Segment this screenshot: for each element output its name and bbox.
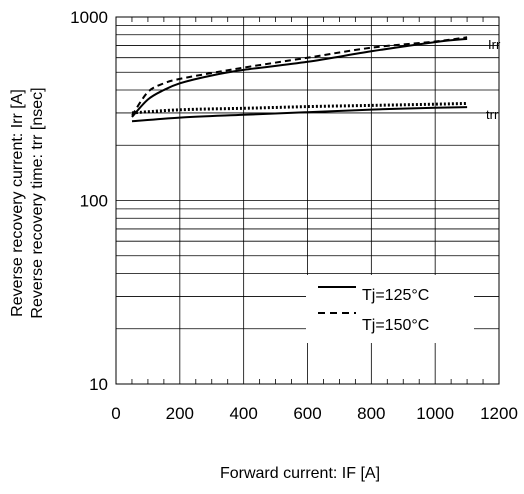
x-tick-labels: 0 200 400 600 800 1000 1200 (111, 404, 518, 423)
curve-label-trr: trr (486, 107, 499, 122)
x-tick-label: 400 (229, 404, 257, 423)
x-axis-title: Forward current: IF [A] (220, 465, 380, 482)
series (131, 36, 468, 123)
minor-ticks (131, 17, 484, 384)
x-tick-label: 600 (293, 404, 321, 423)
series-line-trr-125c (131, 106, 468, 123)
y-axis-title-line1: Reverse recovery current: Irr [A] (9, 89, 26, 317)
y-tick-label: 1000 (70, 8, 108, 27)
x-tick-label: 1000 (416, 404, 454, 423)
series-line-irr-125c (131, 37, 468, 118)
legend: Tj=125°C Tj=150°C (306, 275, 474, 343)
y-tick-labels: 10 100 1000 (70, 8, 108, 394)
grid (116, 17, 499, 384)
x-tick-label: 200 (166, 404, 194, 423)
y-tick-label: 10 (89, 375, 108, 394)
x-tick-label: 1200 (480, 404, 518, 423)
curve-label-irr: Irr (488, 37, 501, 52)
x-tick-label: 0 (111, 404, 120, 423)
x-tick-label: 800 (357, 404, 385, 423)
y-tick-label: 100 (80, 192, 108, 211)
series-line-irr-150c (131, 36, 468, 117)
plot-frame (115, 16, 500, 385)
legend-label-150: Tj=150°C (362, 317, 429, 334)
y-axis-title-line2: Reverse recovery time: trr [nsec] (29, 87, 46, 318)
legend-label-125: Tj=125°C (362, 287, 429, 304)
